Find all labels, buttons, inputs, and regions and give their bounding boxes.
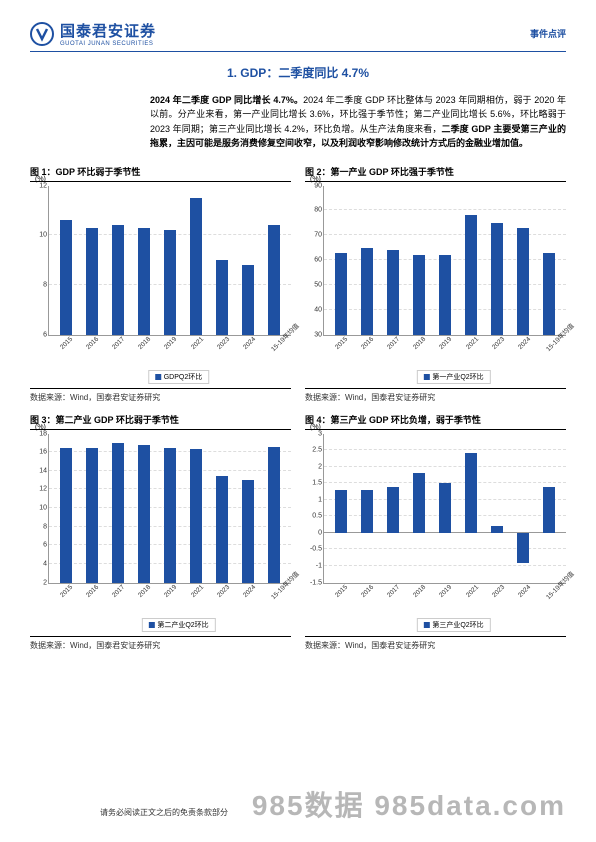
- chart-legend: 第二产业Q2环比: [141, 618, 215, 632]
- footer-disclaimer: 请务必阅读正文之后的免责条款部分: [100, 807, 228, 818]
- chart-1: 图 1：GDP 环比弱于季节性(%)6810122015201620172018…: [30, 165, 291, 403]
- logo-icon: [30, 22, 54, 46]
- chart-4: 图 4：第三产业 GDP 环比负增，弱于季节性(%)-1.5-1-0.500.5…: [305, 413, 566, 651]
- header-category: 事件点评: [530, 27, 566, 40]
- chart-legend: 第三产业Q2环比: [416, 618, 490, 632]
- chart-source: 数据来源：Wind，国泰君安证券研究: [305, 388, 566, 403]
- chart-legend: GDPQ2环比: [148, 370, 210, 384]
- logo-text-en: GUOTAI JUNAN SECURITIES: [60, 41, 156, 47]
- watermark: 985数据 985data.com: [252, 784, 566, 824]
- chart-title: 图 4：第三产业 GDP 环比负增，弱于季节性: [305, 413, 566, 430]
- page-header: 国泰君安证券 GUOTAI JUNAN SECURITIES 事件点评: [30, 20, 566, 52]
- chart-2: 图 2：第一产业 GDP 环比强于季节性(%)30405060708090201…: [305, 165, 566, 403]
- chart-source: 数据来源：Wind，国泰君安证券研究: [305, 636, 566, 651]
- body-paragraph: 2024 年二季度 GDP 同比增长 4.7%。2024 年二季度 GDP 环比…: [150, 93, 566, 151]
- chart-source: 数据来源：Wind，国泰君安证券研究: [30, 388, 291, 403]
- chart-legend: 第一产业Q2环比: [416, 370, 490, 384]
- chart-title: 图 1：GDP 环比弱于季节性: [30, 165, 291, 182]
- section-title: 1. GDP：二季度同比 4.7%: [30, 64, 566, 81]
- chart-3: 图 3：第二产业 GDP 环比弱于季节性(%)24681012141618201…: [30, 413, 291, 651]
- logo-text-cn: 国泰君安证券: [60, 20, 156, 41]
- chart-title: 图 2：第一产业 GDP 环比强于季节性: [305, 165, 566, 182]
- logo: 国泰君安证券 GUOTAI JUNAN SECURITIES: [30, 20, 156, 47]
- chart-source: 数据来源：Wind，国泰君安证券研究: [30, 636, 291, 651]
- chart-title: 图 3：第二产业 GDP 环比弱于季节性: [30, 413, 291, 430]
